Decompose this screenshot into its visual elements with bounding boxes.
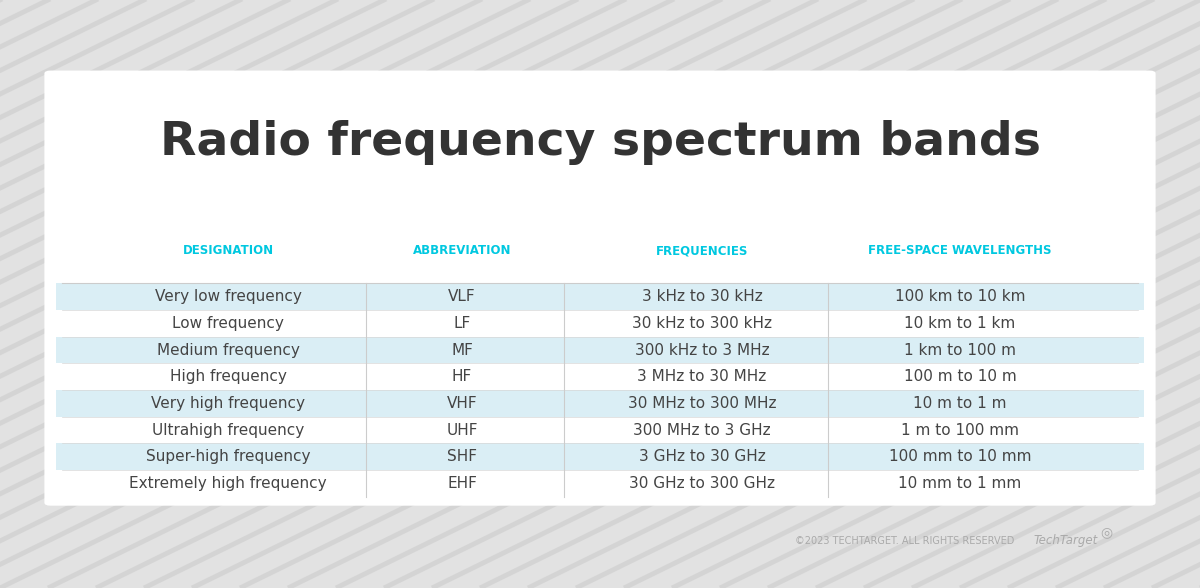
Text: 10 mm to 1 mm: 10 mm to 1 mm <box>899 476 1021 491</box>
Text: Very low frequency: Very low frequency <box>155 289 301 304</box>
Text: 30 GHz to 300 GHz: 30 GHz to 300 GHz <box>629 476 775 491</box>
Text: Very high frequency: Very high frequency <box>151 396 305 411</box>
Text: ABBREVIATION: ABBREVIATION <box>413 245 511 258</box>
Text: 3 GHz to 30 GHz: 3 GHz to 30 GHz <box>638 449 766 465</box>
Text: 300 kHz to 3 MHz: 300 kHz to 3 MHz <box>635 343 769 358</box>
Text: 100 km to 10 km: 100 km to 10 km <box>895 289 1025 304</box>
Text: Super-high frequency: Super-high frequency <box>145 449 311 465</box>
Text: 3 MHz to 30 MHz: 3 MHz to 30 MHz <box>637 369 767 384</box>
Text: EHF: EHF <box>448 476 476 491</box>
Text: 30 MHz to 300 MHz: 30 MHz to 300 MHz <box>628 396 776 411</box>
Text: Ultrahigh frequency: Ultrahigh frequency <box>152 423 304 437</box>
Text: Low frequency: Low frequency <box>172 316 284 331</box>
Bar <box>56 417 1144 443</box>
Text: TechTarget: TechTarget <box>1033 534 1098 547</box>
Text: High frequency: High frequency <box>169 369 287 384</box>
Text: LF: LF <box>454 316 470 331</box>
Text: ©2023 TECHTARGET. ALL RIGHTS RESERVED: ©2023 TECHTARGET. ALL RIGHTS RESERVED <box>794 536 1014 546</box>
Bar <box>56 470 1144 497</box>
Text: VLF: VLF <box>448 289 476 304</box>
Text: MF: MF <box>451 343 473 358</box>
Text: Radio frequency spectrum bands: Radio frequency spectrum bands <box>160 120 1040 165</box>
Text: DESIGNATION: DESIGNATION <box>182 245 274 258</box>
Text: 10 km to 1 km: 10 km to 1 km <box>905 316 1015 331</box>
Text: 1 m to 100 mm: 1 m to 100 mm <box>901 423 1019 437</box>
Text: ◎: ◎ <box>1100 525 1112 539</box>
Text: FREQUENCIES: FREQUENCIES <box>656 245 748 258</box>
Text: 30 kHz to 300 kHz: 30 kHz to 300 kHz <box>632 316 772 331</box>
Bar <box>56 390 1144 417</box>
Text: UHF: UHF <box>446 423 478 437</box>
Bar <box>56 443 1144 470</box>
Text: Medium frequency: Medium frequency <box>156 343 300 358</box>
Text: HF: HF <box>452 369 472 384</box>
Text: 3 kHz to 30 kHz: 3 kHz to 30 kHz <box>642 289 762 304</box>
FancyBboxPatch shape <box>44 71 1156 506</box>
Text: 100 mm to 10 mm: 100 mm to 10 mm <box>889 449 1031 465</box>
Text: Extremely high frequency: Extremely high frequency <box>130 476 326 491</box>
Bar <box>56 283 1144 310</box>
Bar <box>56 337 1144 363</box>
Bar <box>56 310 1144 337</box>
Text: SHF: SHF <box>446 449 478 465</box>
Text: 1 km to 100 m: 1 km to 100 m <box>904 343 1016 358</box>
Text: 100 m to 10 m: 100 m to 10 m <box>904 369 1016 384</box>
Text: 300 MHz to 3 GHz: 300 MHz to 3 GHz <box>634 423 770 437</box>
Text: 10 m to 1 m: 10 m to 1 m <box>913 396 1007 411</box>
Bar <box>56 363 1144 390</box>
Text: VHF: VHF <box>446 396 478 411</box>
Text: FREE-SPACE WAVELENGTHS: FREE-SPACE WAVELENGTHS <box>869 245 1051 258</box>
